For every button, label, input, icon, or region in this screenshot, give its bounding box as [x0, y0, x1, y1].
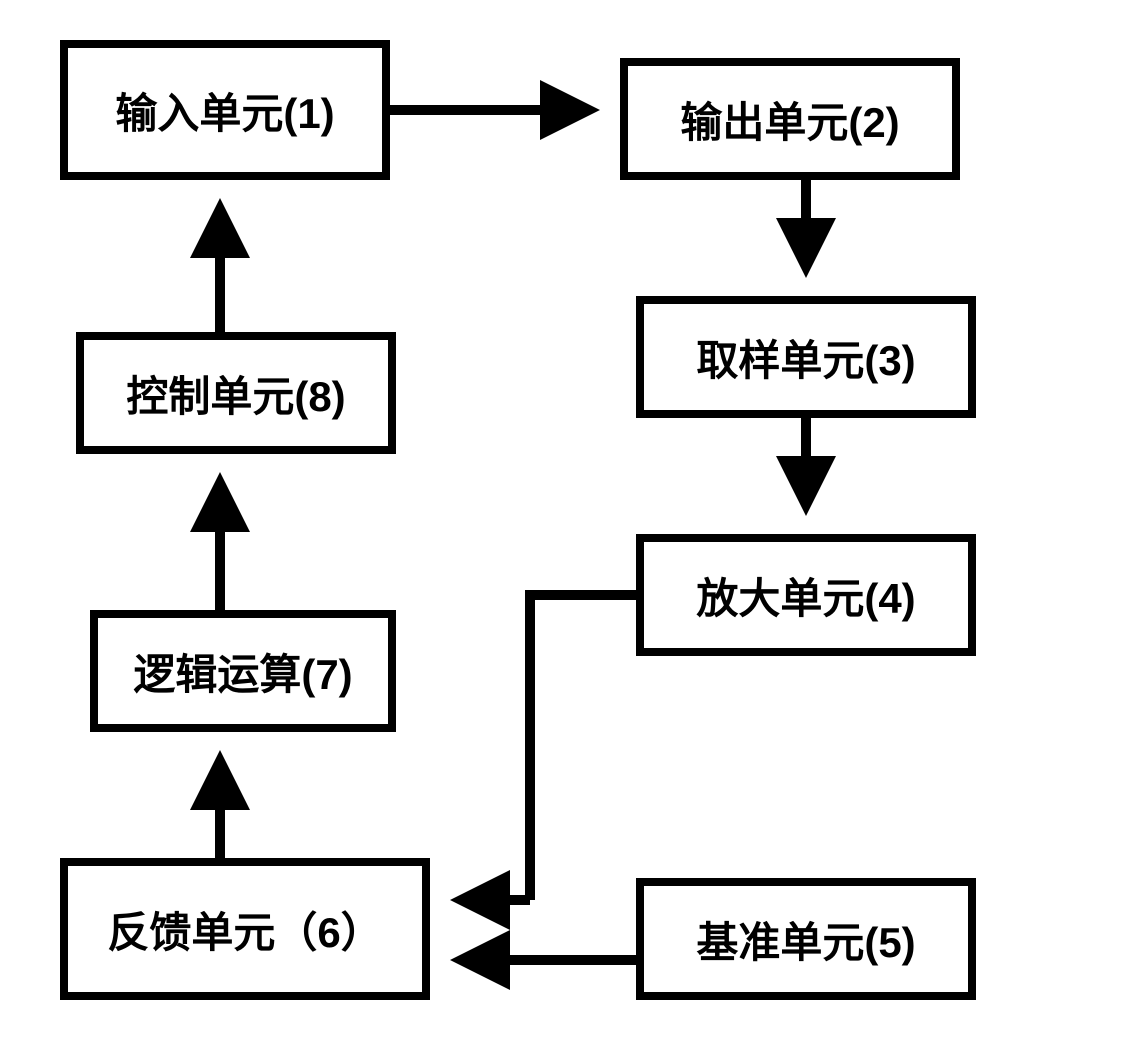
node-label: 基准单元(5): [696, 909, 915, 970]
node-feedback-unit: 反馈单元（6）: [60, 858, 430, 1000]
block-diagram: 输入单元(1) 输出单元(2) 取样单元(3) 放大单元(4) 基准单元(5) …: [0, 0, 1125, 1054]
node-label: 输入单元(1): [115, 80, 334, 141]
node-label: 放大单元(4): [696, 565, 915, 626]
node-logic-operation: 逻辑运算(7): [90, 610, 396, 732]
node-reference-unit: 基准单元(5): [636, 878, 976, 1000]
node-amplifier-unit: 放大单元(4): [636, 534, 976, 656]
node-sampling-unit: 取样单元(3): [636, 296, 976, 418]
node-control-unit: 控制单元(8): [76, 332, 396, 454]
node-label: 逻辑运算(7): [133, 641, 352, 702]
node-input-unit: 输入单元(1): [60, 40, 390, 180]
node-output-unit: 输出单元(2): [620, 58, 960, 180]
node-label: 输出单元(2): [680, 89, 899, 150]
node-label: 反馈单元（6）: [107, 899, 382, 960]
edge-n4-n6: [530, 595, 636, 900]
node-label: 取样单元(3): [696, 327, 915, 388]
node-label: 控制单元(8): [126, 363, 345, 424]
